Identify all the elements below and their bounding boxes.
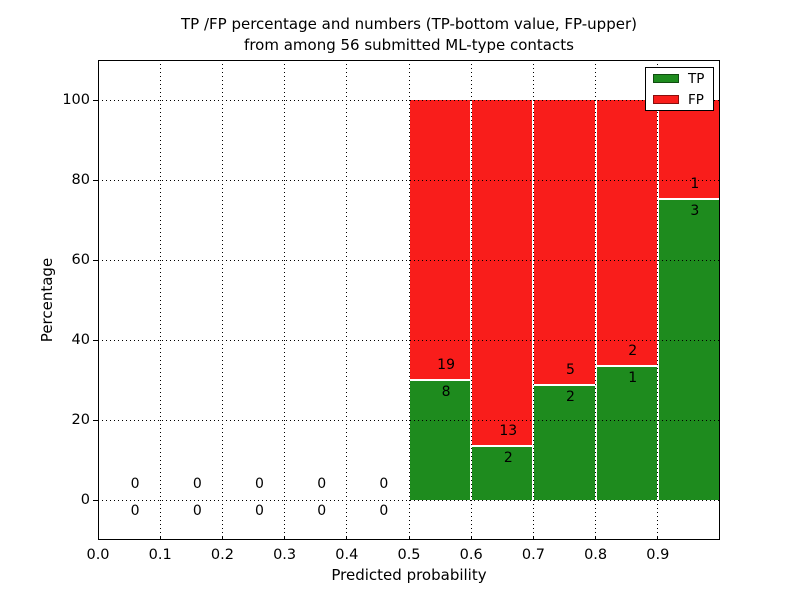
x-axis-label: Predicted probability [331, 566, 487, 584]
fp-count-label: 0 [255, 476, 264, 492]
y-axis-label: Percentage [38, 257, 56, 343]
x-tick-label: 0.6 [459, 547, 483, 563]
tp-count-label: 2 [503, 449, 513, 466]
legend-swatch-fp [653, 95, 679, 104]
x-axis-tick [532, 536, 534, 540]
y-tick-label: 0 [80, 492, 90, 508]
gridline-horizontal [98, 179, 720, 181]
legend: TP FP [645, 67, 714, 111]
tp-count-label: 0 [317, 503, 327, 519]
legend-item: FP [646, 91, 713, 109]
gridline-horizontal [98, 339, 720, 341]
bar-tp-segment [472, 446, 533, 500]
gridline-horizontal [98, 99, 720, 101]
tp-count-label: 0 [130, 503, 140, 519]
x-tick-label: 0.1 [148, 547, 172, 563]
gridline-vertical [657, 60, 659, 540]
x-axis-tick [470, 536, 472, 540]
bar-tp-segment [596, 366, 657, 500]
x-tick-label: 0.0 [86, 547, 110, 563]
y-axis-tick [93, 179, 98, 181]
bar-tp-segment [658, 200, 719, 500]
x-axis-tick [284, 536, 286, 540]
y-tick-label: 100 [62, 92, 90, 108]
gridline-vertical [284, 60, 286, 540]
x-axis-tick [97, 536, 99, 540]
chart-title-line-2: from among 56 submitted ML-type contacts [244, 36, 574, 54]
tp-count-label: 3 [690, 203, 700, 219]
bar-fp-segment [410, 100, 471, 382]
y-axis-tick [93, 499, 98, 501]
gridline-vertical [221, 60, 223, 540]
y-tick-label: 60 [71, 252, 90, 268]
bar-fp-segment [596, 100, 657, 367]
gridline-horizontal [98, 499, 720, 501]
gridline-horizontal [98, 259, 720, 261]
gridline-vertical [470, 60, 472, 540]
bar-tp-segment [410, 381, 471, 500]
fp-count-label: 0 [379, 476, 389, 492]
x-axis-tick [595, 536, 597, 540]
y-axis-tick [93, 259, 98, 261]
y-tick-label: 40 [71, 332, 90, 348]
y-axis-tick [93, 339, 98, 341]
x-tick-label: 0.4 [335, 547, 359, 563]
fp-count-label: 19 [437, 357, 456, 374]
tp-count-label: 1 [628, 369, 638, 386]
chart-title: TP /FP percentage and numbers (TP-bottom… [98, 14, 720, 56]
x-tick-label: 0.8 [584, 547, 608, 563]
x-tick-label: 0.3 [273, 547, 297, 563]
tp-count-label: 2 [566, 388, 575, 405]
legend-item: TP [646, 70, 713, 88]
tp-count-label: 0 [379, 503, 389, 519]
x-tick-label: 0.2 [210, 547, 234, 563]
x-axis-tick [408, 536, 410, 540]
legend-label: FP [688, 91, 704, 108]
y-axis-tick [93, 419, 98, 421]
x-tick-label: 0.9 [646, 547, 670, 563]
bar-tp-segment [534, 385, 595, 500]
y-axis-tick [93, 99, 98, 101]
tp-count-label: 8 [441, 384, 451, 401]
legend-swatch-tp [653, 74, 679, 83]
x-axis-tick [159, 536, 161, 540]
gridline-vertical [159, 60, 161, 540]
gridline-vertical [408, 60, 410, 540]
fp-count-label: 2 [628, 342, 638, 359]
plot-area: 0 0 0 0 0 0 0 0 0 0 19 8 13 2 5 2 2 1 1 3 0 20 40 60 80 100 0.0 0.1… [62, 60, 720, 563]
bar-fp-segment [534, 100, 595, 386]
tp-count-label: 0 [192, 503, 202, 519]
legend-label: TP [688, 70, 705, 87]
gridline-horizontal [98, 419, 720, 421]
fp-count-label: 0 [130, 476, 140, 492]
fp-count-label: 1 [690, 176, 700, 192]
gridline-vertical [595, 60, 597, 540]
gridline-vertical [532, 60, 534, 540]
fp-count-label: 0 [192, 476, 202, 492]
x-tick-label: 0.7 [521, 547, 545, 563]
bar-fp-segment [658, 100, 719, 200]
y-tick-label: 80 [71, 172, 90, 188]
x-axis-tick [346, 536, 348, 540]
fp-count-label: 5 [566, 361, 575, 378]
x-axis-tick [657, 536, 659, 540]
tp-count-label: 0 [255, 503, 264, 519]
gridline-vertical [346, 60, 348, 540]
x-axis-tick [221, 536, 223, 540]
fp-count-label: 13 [499, 422, 518, 439]
chart-title-line-1: TP /FP percentage and numbers (TP-bottom… [181, 15, 637, 33]
bar-fp-segment [472, 100, 533, 447]
fp-count-label: 0 [317, 476, 327, 492]
x-tick-label: 0.5 [397, 547, 421, 563]
y-tick-label: 20 [71, 412, 90, 428]
